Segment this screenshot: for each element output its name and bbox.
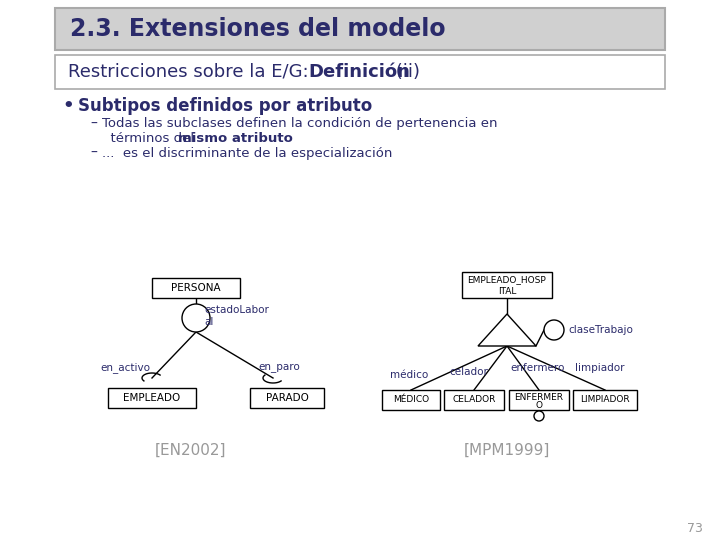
Text: –: – xyxy=(90,117,97,131)
Text: al: al xyxy=(204,317,213,327)
Text: términos del: términos del xyxy=(102,132,199,145)
FancyBboxPatch shape xyxy=(573,390,637,410)
Text: [EN2002]: [EN2002] xyxy=(154,442,226,457)
Text: ...  es el discriminante de la especialización: ... es el discriminante de la especializ… xyxy=(102,146,392,159)
Text: claseTrabajo: claseTrabajo xyxy=(568,325,633,335)
Text: EMPLEADO_HOSP: EMPLEADO_HOSP xyxy=(467,275,546,285)
Text: Restricciones sobre la E/G:: Restricciones sobre la E/G: xyxy=(68,63,320,81)
Text: O: O xyxy=(536,401,542,409)
FancyBboxPatch shape xyxy=(55,8,665,50)
Text: [MPM1999]: [MPM1999] xyxy=(464,442,550,457)
Polygon shape xyxy=(478,314,536,346)
Text: •: • xyxy=(62,97,73,115)
Text: estadoLabor: estadoLabor xyxy=(204,305,269,315)
FancyBboxPatch shape xyxy=(462,272,552,298)
Text: LIMPIADOR: LIMPIADOR xyxy=(580,395,630,404)
Text: –: – xyxy=(90,146,97,160)
Text: 2.3. Extensiones del modelo: 2.3. Extensiones del modelo xyxy=(70,17,446,41)
Text: EMPLEADO: EMPLEADO xyxy=(123,393,181,403)
Text: ITAL: ITAL xyxy=(498,287,516,295)
Circle shape xyxy=(544,320,564,340)
Text: limpiador: limpiador xyxy=(575,363,624,373)
Text: (ii): (ii) xyxy=(390,63,420,81)
Text: Todas las subclases definen la condición de pertenencia en: Todas las subclases definen la condición… xyxy=(102,118,498,131)
Text: ENFERMER: ENFERMER xyxy=(515,393,564,402)
Text: Definición: Definición xyxy=(308,63,410,81)
FancyBboxPatch shape xyxy=(444,390,504,410)
Text: Subtipos definidos por atributo: Subtipos definidos por atributo xyxy=(78,97,372,115)
Text: médico: médico xyxy=(390,370,428,380)
Text: CELADOR: CELADOR xyxy=(452,395,495,404)
Text: en_paro: en_paro xyxy=(258,363,300,373)
FancyBboxPatch shape xyxy=(152,278,240,298)
FancyBboxPatch shape xyxy=(382,390,440,410)
Circle shape xyxy=(182,304,210,332)
Text: MÉDICO: MÉDICO xyxy=(393,395,429,404)
Circle shape xyxy=(534,411,544,421)
Text: celador: celador xyxy=(449,367,488,377)
Text: PARADO: PARADO xyxy=(266,393,308,403)
Text: PERSONA: PERSONA xyxy=(171,283,221,293)
Text: en_activo: en_activo xyxy=(100,362,150,374)
FancyBboxPatch shape xyxy=(108,388,196,408)
FancyBboxPatch shape xyxy=(509,390,569,410)
FancyBboxPatch shape xyxy=(55,55,665,89)
FancyBboxPatch shape xyxy=(250,388,324,408)
Text: 73: 73 xyxy=(687,522,703,535)
Text: mismo atributo: mismo atributo xyxy=(178,132,293,145)
Text: enfermero: enfermero xyxy=(510,363,564,373)
